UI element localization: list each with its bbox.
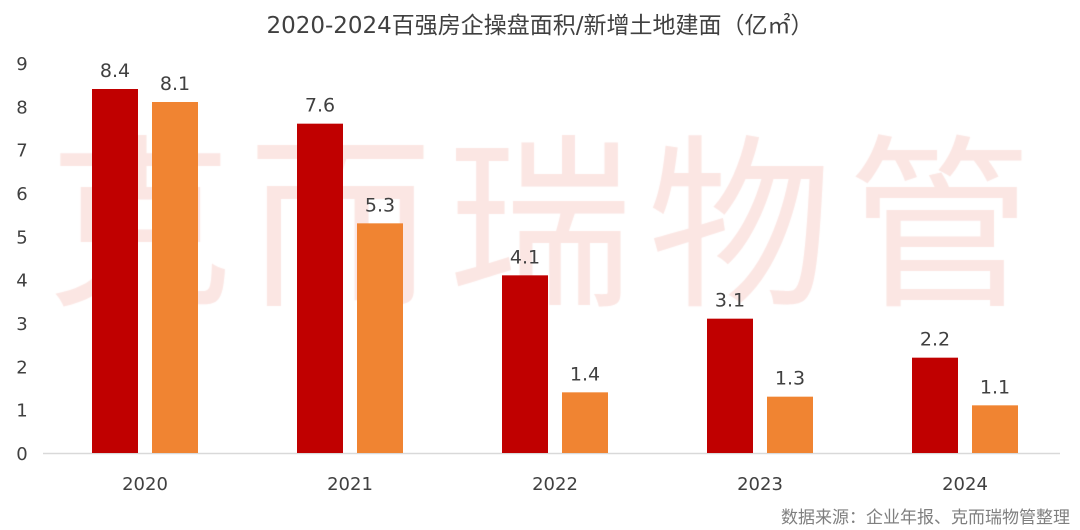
y-tick-label: 7 (16, 141, 27, 162)
source-note: 数据来源：企业年报、克而瑞物管整理 (781, 508, 1070, 528)
chart-title: 2020-2024百强房企操盘面积/新增土地建面（亿㎡） (266, 13, 814, 39)
data-label: 1.3 (775, 368, 805, 390)
bar (767, 396, 813, 453)
y-tick-label: 6 (16, 184, 27, 205)
bar (357, 223, 403, 453)
y-tick-label: 0 (16, 444, 27, 465)
y-tick-label: 4 (16, 271, 27, 292)
data-label: 2.2 (920, 329, 950, 351)
y-tick-label: 5 (16, 227, 27, 248)
x-tick-label: 2023 (737, 474, 783, 495)
data-label: 5.3 (365, 194, 395, 216)
bar (502, 275, 548, 453)
bar (297, 123, 343, 454)
x-tick-label: 2022 (532, 474, 578, 495)
x-tick-label: 2024 (942, 474, 988, 495)
bar (707, 318, 753, 453)
data-label: 3.1 (715, 290, 745, 312)
x-tick-label: 2021 (327, 474, 373, 495)
x-tick-label: 2020 (122, 474, 168, 495)
data-label: 8.1 (160, 73, 190, 95)
data-label: 4.1 (510, 246, 540, 268)
y-tick-label: 1 (16, 401, 27, 422)
y-tick-label: 2 (16, 357, 27, 378)
bar (152, 102, 198, 453)
y-tick-label: 9 (16, 54, 27, 75)
data-label: 7.6 (305, 95, 335, 117)
bar (972, 405, 1018, 453)
bar (92, 89, 138, 453)
data-label: 1.4 (570, 363, 600, 385)
data-label: 1.1 (980, 376, 1010, 398)
bar (912, 357, 958, 453)
data-label: 8.4 (100, 60, 130, 82)
y-tick-label: 8 (16, 97, 27, 118)
bar (562, 392, 608, 453)
y-tick-label: 3 (16, 314, 27, 335)
